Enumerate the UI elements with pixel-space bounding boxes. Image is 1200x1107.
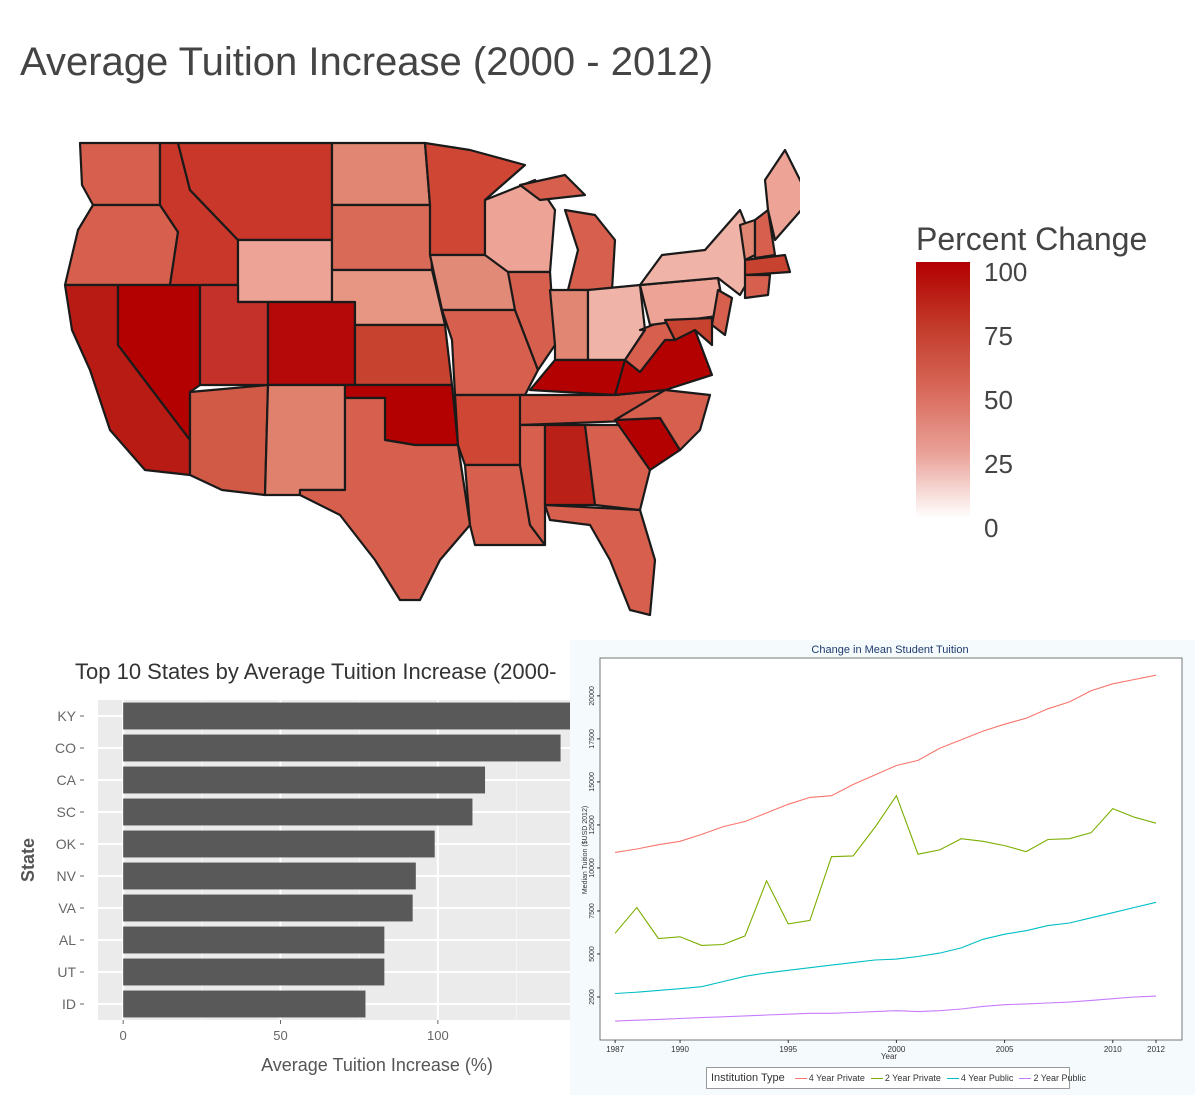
x-tick-label: 2005 [996, 1045, 1014, 1054]
x-tick-label: 100 [427, 1028, 449, 1043]
legend-title: Institution Type [711, 1072, 785, 1084]
state-new-mexico [263, 383, 347, 497]
legend-item: 2 Year Private [870, 1073, 941, 1083]
y-tick-label: VA [58, 900, 76, 916]
series-line [614, 794, 1157, 946]
legend-label: 2 Year Public [1033, 1073, 1086, 1083]
state-new-hampshire [753, 208, 777, 260]
map-title: Average Tuition Increase (2000 - 2012) [20, 40, 714, 84]
legend-title: Percent Change [916, 221, 1148, 257]
state-mississippi [518, 423, 547, 547]
legend-swatch [946, 1077, 959, 1079]
x-tick-label: 1987 [606, 1045, 624, 1054]
y-tick-label: 7500 [589, 903, 596, 919]
state-maine [763, 148, 800, 242]
state-connecticut [743, 273, 772, 300]
legend-tick: 0 [984, 513, 999, 543]
y-axis-label: State [18, 838, 38, 882]
legend-item: 4 Year Private [794, 1073, 865, 1083]
bar-chart-panel: Top 10 States by Average Tuition Increas… [10, 645, 570, 1085]
y-tick-label: 15000 [589, 772, 596, 792]
y-tick-label: 10000 [589, 858, 596, 878]
bar [123, 830, 435, 858]
state-arizona [188, 383, 270, 497]
bar-chart-title: Top 10 States by Average Tuition Increas… [75, 659, 557, 684]
x-tick-label: 2010 [1104, 1045, 1122, 1054]
state-michigan-up [518, 173, 587, 202]
line-chart-legend: Institution Type 4 Year Private 2 Year P… [706, 1067, 1086, 1089]
line-chart-title: Change in Mean Student Tuition [811, 644, 969, 656]
state-illinois [506, 270, 557, 372]
legend-swatch [870, 1077, 883, 1079]
state-oregon [63, 203, 180, 287]
state-wyoming [236, 238, 334, 304]
y-tick-label: CA [57, 772, 77, 788]
x-tick-label: 1995 [779, 1045, 797, 1054]
legend-label: 4 Year Private [808, 1073, 865, 1083]
state-washington [78, 141, 162, 207]
legend-item: 4 Year Public [946, 1073, 1014, 1083]
state-texas [298, 396, 472, 602]
y-tick-label: UT [57, 964, 76, 980]
x-axis-label: Average Tuition Increase (%) [261, 1055, 493, 1075]
x-axis-label: Year [881, 1052, 898, 1061]
line-chart-panel: Change in Mean Student Tuition 2500 5000 7… [570, 640, 1195, 1095]
legend-colorbar [916, 262, 970, 518]
bar [123, 862, 416, 890]
state-kansas [353, 323, 454, 387]
y-tick-label: OK [56, 836, 77, 852]
x-tick-label: 0 [120, 1028, 127, 1043]
state-colorado [266, 300, 357, 387]
state-maryland [663, 316, 714, 347]
x-tick-label: 50 [273, 1028, 287, 1043]
state-north-dakota [330, 141, 432, 207]
state-indiana [548, 288, 590, 362]
bar [123, 798, 473, 826]
legend-tick: 100 [984, 257, 1028, 287]
series-line [615, 901, 1157, 995]
y-tick-label: ID [62, 996, 76, 1012]
y-tick-label: 12500 [589, 815, 596, 835]
state-south-dakota [330, 203, 434, 272]
state-massachusetts [743, 253, 792, 277]
y-tick-label: AL [59, 932, 76, 948]
y-tick-label: 17500 [589, 729, 596, 749]
state-florida [543, 503, 657, 617]
y-tick-label: 2500 [589, 989, 596, 1005]
bar [123, 702, 570, 730]
y-tick-label: SC [57, 804, 76, 820]
y-tick-label: CO [55, 740, 76, 756]
y-tick-label: KY [57, 708, 76, 724]
legend-item: 2 Year Public [1019, 1073, 1086, 1083]
state-arkansas [453, 393, 527, 467]
state-new-jersey [710, 288, 734, 337]
legend-label: 4 Year Public [960, 1073, 1014, 1083]
legend-tick: 75 [984, 321, 1013, 351]
bar [123, 958, 385, 986]
y-tick-label: 20000 [589, 686, 596, 706]
legend-swatch [794, 1077, 807, 1079]
bar [123, 894, 413, 922]
us-choropleth-map [63, 141, 800, 617]
bar [123, 990, 366, 1018]
plot-area [599, 657, 1183, 1041]
bar-chart: 0 50 100 KY CO CA SC OK NV VA AL UT ID Average Tuitio… [18, 700, 570, 1075]
state-michigan [563, 208, 617, 292]
legend-tick: 50 [984, 385, 1013, 415]
x-tick-label: 2000 [888, 1045, 906, 1054]
y-tick-label: 5000 [589, 946, 596, 962]
line-chart: 2500 5000 7500 10000 12500 15000 17500 20000 198… [582, 657, 1183, 1061]
bar [123, 734, 561, 762]
y-axis-label: Median Tuition ($USD 2012) [582, 806, 589, 894]
legend-label: 2 Year Private [884, 1073, 941, 1083]
bar [123, 766, 486, 794]
legend-swatch [1019, 1077, 1032, 1079]
bar [123, 926, 385, 954]
series-line [615, 995, 1157, 1022]
legend-tick: 25 [984, 449, 1013, 479]
x-tick-label: 1990 [671, 1045, 689, 1054]
x-tick-label: 2012 [1147, 1045, 1165, 1054]
y-tick-label: NV [57, 868, 77, 884]
series-line [615, 674, 1157, 853]
